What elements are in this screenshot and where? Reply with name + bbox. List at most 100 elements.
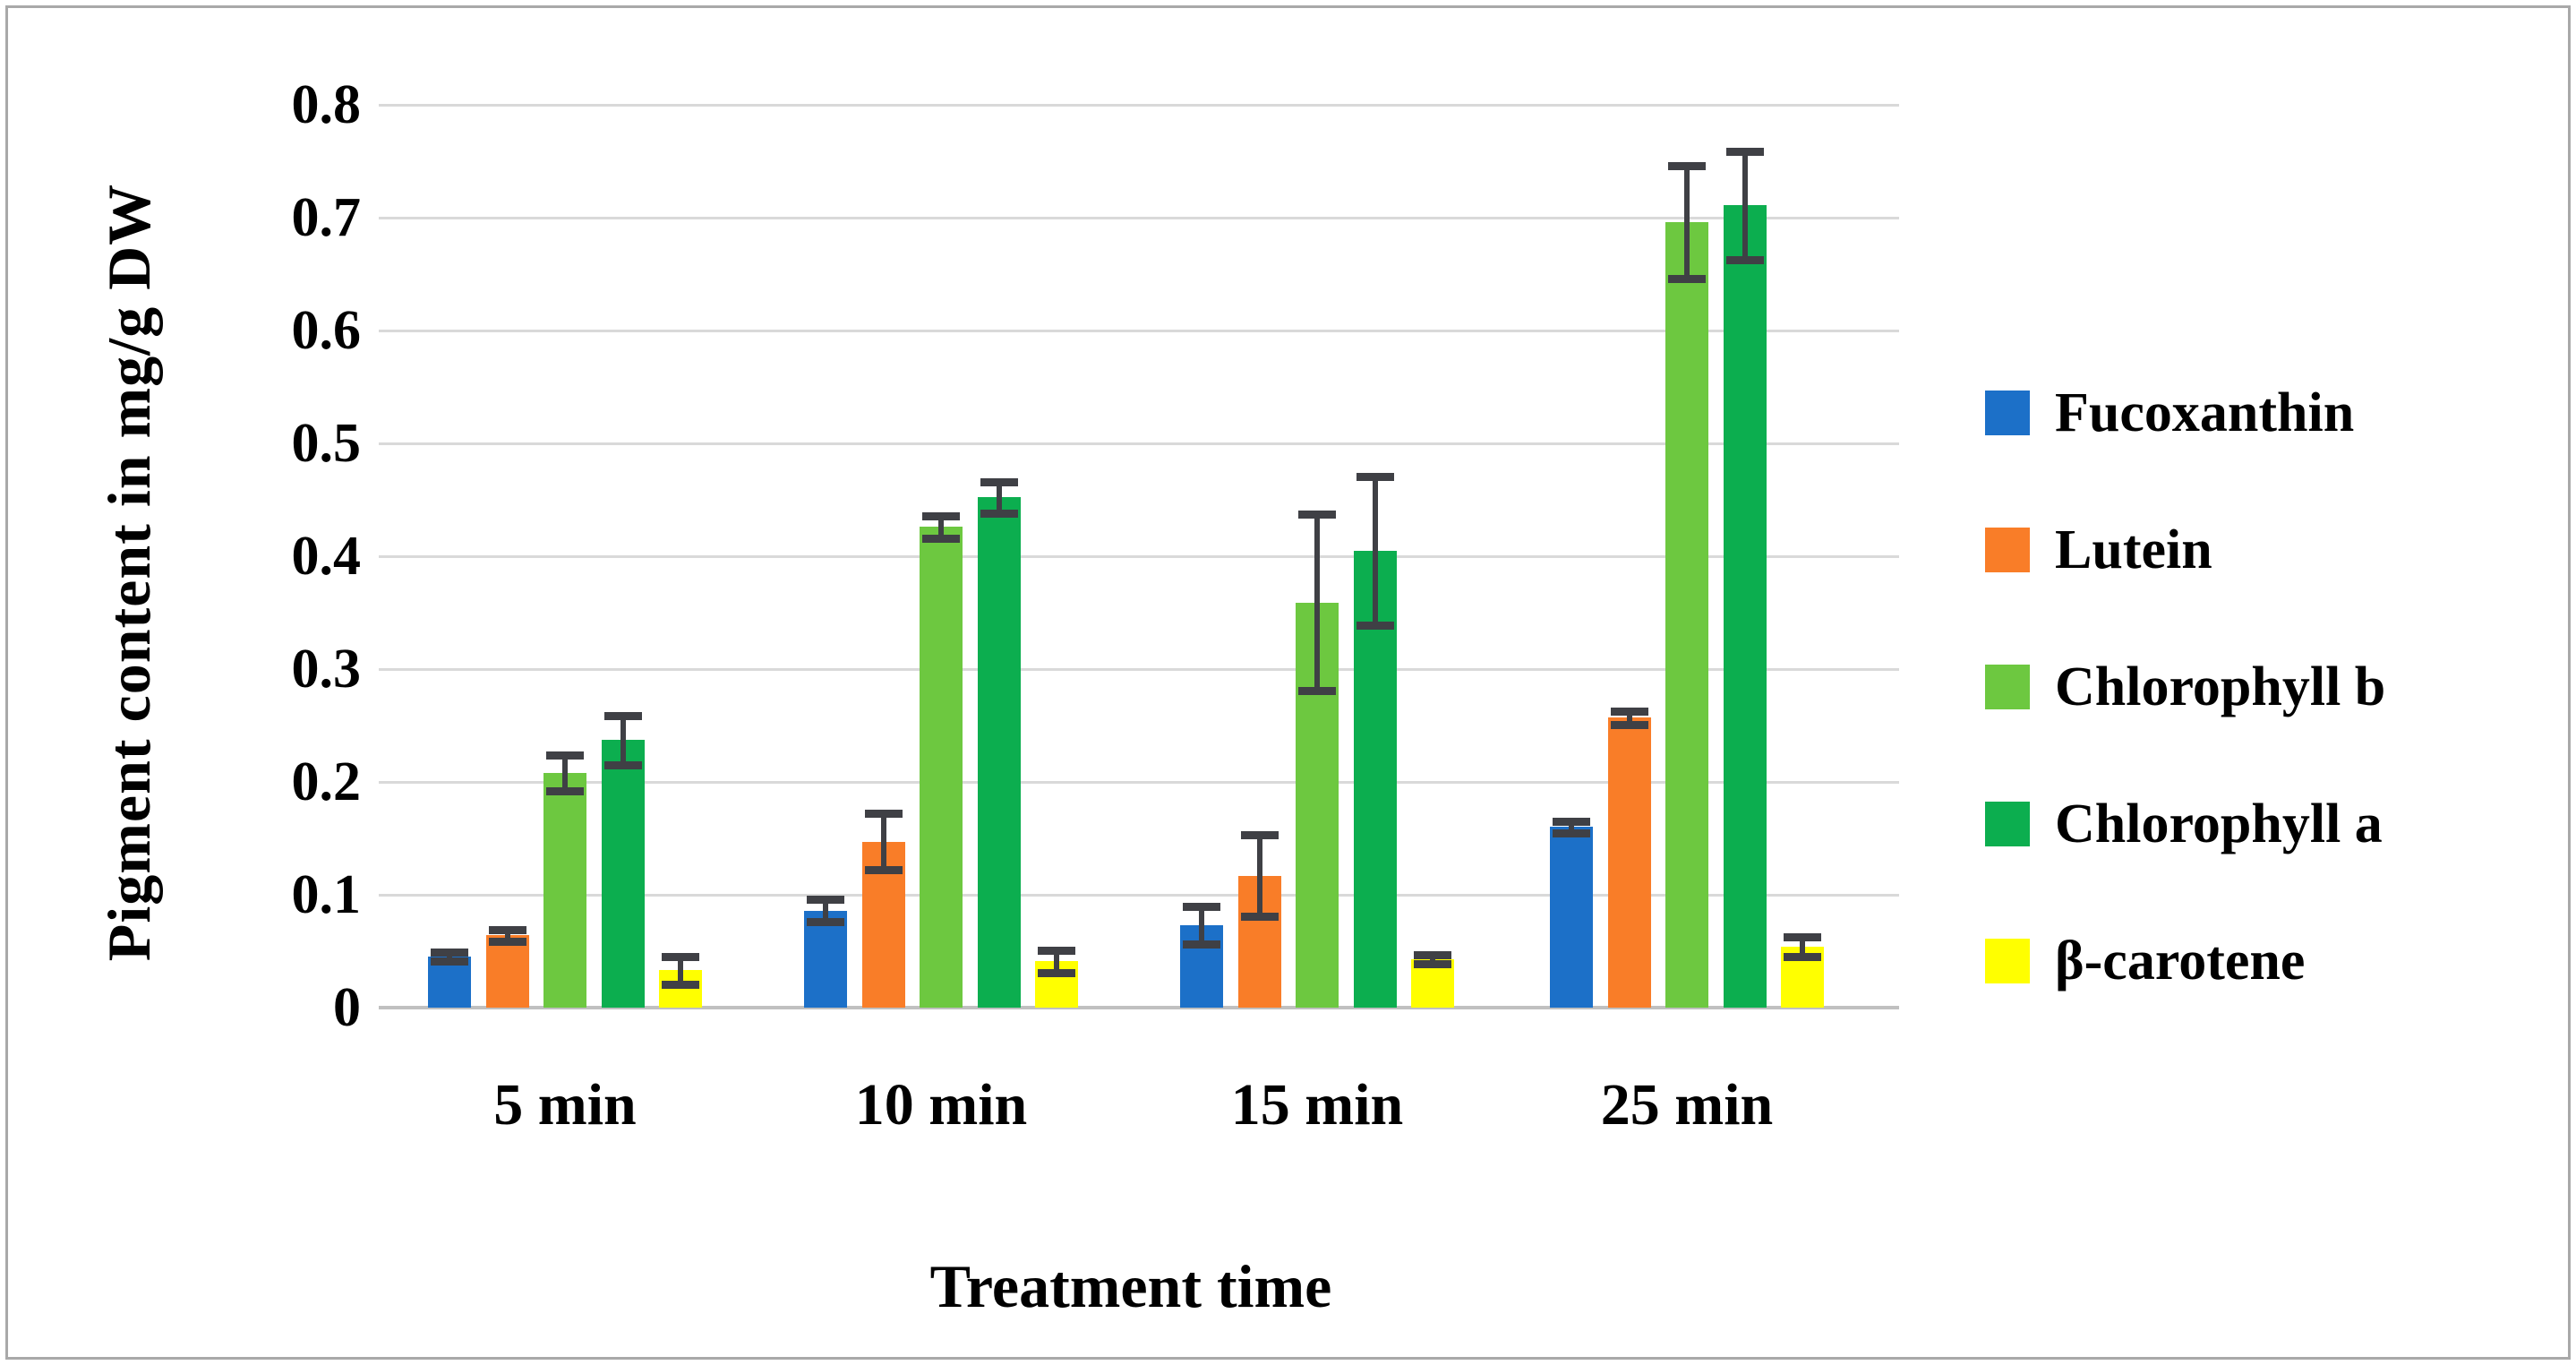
error-bar-line	[1626, 710, 1632, 725]
y-tick-label: 0.6	[291, 300, 362, 361]
error-bar-cap-top	[1298, 511, 1336, 519]
error-bar-cap-top	[807, 896, 844, 905]
error-bar-cap-bottom	[1784, 953, 1821, 962]
error-bar-cap-top	[980, 477, 1018, 486]
error-bar-cap-top	[1784, 932, 1821, 941]
error-bar-line	[620, 715, 626, 766]
legend-item-lutein: Lutein	[1985, 522, 2212, 578]
gridline	[379, 894, 1899, 897]
bar-fucoxanthin-25-min	[1550, 827, 1593, 1008]
error-bar-line	[678, 957, 683, 984]
error-bar-cap-bottom	[864, 866, 903, 875]
y-tick-label: 0.5	[291, 413, 362, 474]
error-bar-cap-top	[1038, 946, 1075, 955]
error-bar-cap-top	[1356, 472, 1394, 481]
bar-chlorophyll-a-5-min	[601, 740, 645, 1008]
legend-label: Fucoxanthin	[2055, 382, 2355, 443]
error-bar-cap-bottom	[1240, 912, 1279, 921]
error-bar-cap-bottom	[1668, 275, 1706, 284]
error-bar-cap-top	[603, 711, 642, 720]
error-bar-line	[504, 930, 510, 941]
error-bar-line	[1372, 476, 1378, 625]
bar-chlorophyll-b-10-min	[920, 527, 963, 1008]
error-bar-cap-top	[1414, 950, 1451, 959]
error-bar-cap-top	[1553, 818, 1590, 827]
y-tick-label: 0.2	[291, 751, 362, 812]
error-bar-cap-top	[1610, 707, 1648, 716]
error-bar-cap-top	[1668, 162, 1706, 171]
error-bar-cap-bottom	[1356, 621, 1394, 630]
error-bar-cap-bottom	[431, 957, 468, 966]
y-tick-label: 0	[333, 977, 361, 1038]
error-bar-cap-top	[431, 949, 468, 957]
error-bar-line	[1742, 150, 1748, 260]
y-tick-label: 0.3	[291, 639, 362, 700]
error-bar-cap-bottom	[1183, 940, 1220, 949]
gridline	[379, 555, 1899, 558]
x-category-label: 15 min	[1230, 1072, 1404, 1138]
error-bar-cap-bottom	[603, 761, 642, 770]
error-bar-cap-bottom	[662, 980, 699, 989]
error-bar-cap-bottom	[922, 534, 960, 543]
legend-item-β-carotene: β-carotene	[1985, 931, 2306, 992]
error-bar-line	[1430, 954, 1435, 964]
error-bar-cap-bottom	[1725, 255, 1764, 264]
error-bar-cap-top	[922, 511, 960, 520]
error-bar-line	[1314, 514, 1320, 691]
bar-fucoxanthin-10-min	[804, 910, 847, 1008]
x-axis-title: Treatment time	[929, 1252, 1332, 1320]
legend-item-chlorophyll-a: Chlorophyll a	[1985, 794, 2383, 854]
x-category-label: 5 min	[493, 1072, 637, 1138]
error-bar-line	[1684, 166, 1690, 279]
legend-swatch	[1985, 391, 2030, 435]
x-category-label: 10 min	[854, 1072, 1028, 1138]
bar-chlorophyll-b-25-min	[1665, 222, 1708, 1008]
legend-swatch	[1985, 528, 2030, 572]
error-bar-cap-bottom	[1298, 686, 1336, 695]
legend-label: Chlorophyll b	[2055, 657, 2386, 717]
error-bar-line	[823, 899, 828, 923]
error-bar-line	[1199, 906, 1204, 945]
gridline	[379, 330, 1899, 332]
error-bar-cap-bottom	[980, 510, 1018, 519]
legend-label: β-carotene	[2055, 931, 2306, 992]
bar-chlorophyll-a-10-min	[977, 497, 1021, 1008]
error-bar-line	[1569, 821, 1574, 833]
error-bar-cap-bottom	[1038, 968, 1075, 977]
gridline	[379, 781, 1899, 784]
y-tick-label: 0.7	[291, 187, 362, 248]
error-bar-cap-top	[1183, 902, 1220, 911]
error-bar-cap-bottom	[1553, 828, 1590, 837]
gridline	[379, 104, 1899, 107]
error-bar-cap-top	[662, 953, 699, 962]
y-axis-title: Pigment content in mg/g DW	[95, 183, 163, 962]
error-bar-line	[562, 754, 568, 792]
error-bar-cap-top	[546, 751, 584, 760]
x-axis-line	[379, 1006, 1899, 1009]
bar-chlorophyll-b-5-min	[543, 772, 586, 1008]
y-tick-label: 0.8	[291, 74, 362, 135]
gridline	[379, 668, 1899, 671]
legend-item-fucoxanthin: Fucoxanthin	[1985, 382, 2355, 443]
y-tick-label: 0.1	[291, 864, 362, 925]
bar-lutein-25-min	[1607, 717, 1651, 1008]
error-bar-line	[1054, 949, 1059, 973]
error-bar-line	[938, 515, 944, 538]
gridline	[379, 217, 1899, 219]
bar-lutein-5-min	[485, 935, 529, 1008]
legend-label: Chlorophyll a	[2055, 794, 2383, 854]
error-bar-line	[996, 481, 1002, 514]
legend-swatch	[1985, 802, 2030, 846]
error-bar-cap-bottom	[546, 787, 584, 796]
x-category-label: 25 min	[1600, 1072, 1774, 1138]
error-bar-cap-top	[1240, 831, 1279, 840]
error-bar-cap-top	[864, 810, 903, 819]
error-bar-line	[880, 813, 886, 871]
figure-frame: Pigment content in mg/g DW Treatment tim…	[5, 5, 2571, 1360]
legend-swatch	[1985, 939, 2030, 983]
legend-item-chlorophyll-b: Chlorophyll b	[1985, 657, 2386, 717]
error-bar-cap-bottom	[488, 937, 526, 946]
y-tick-label: 0.4	[291, 526, 362, 587]
error-bar-line	[1256, 835, 1262, 916]
error-bar-cap-top	[488, 926, 526, 935]
